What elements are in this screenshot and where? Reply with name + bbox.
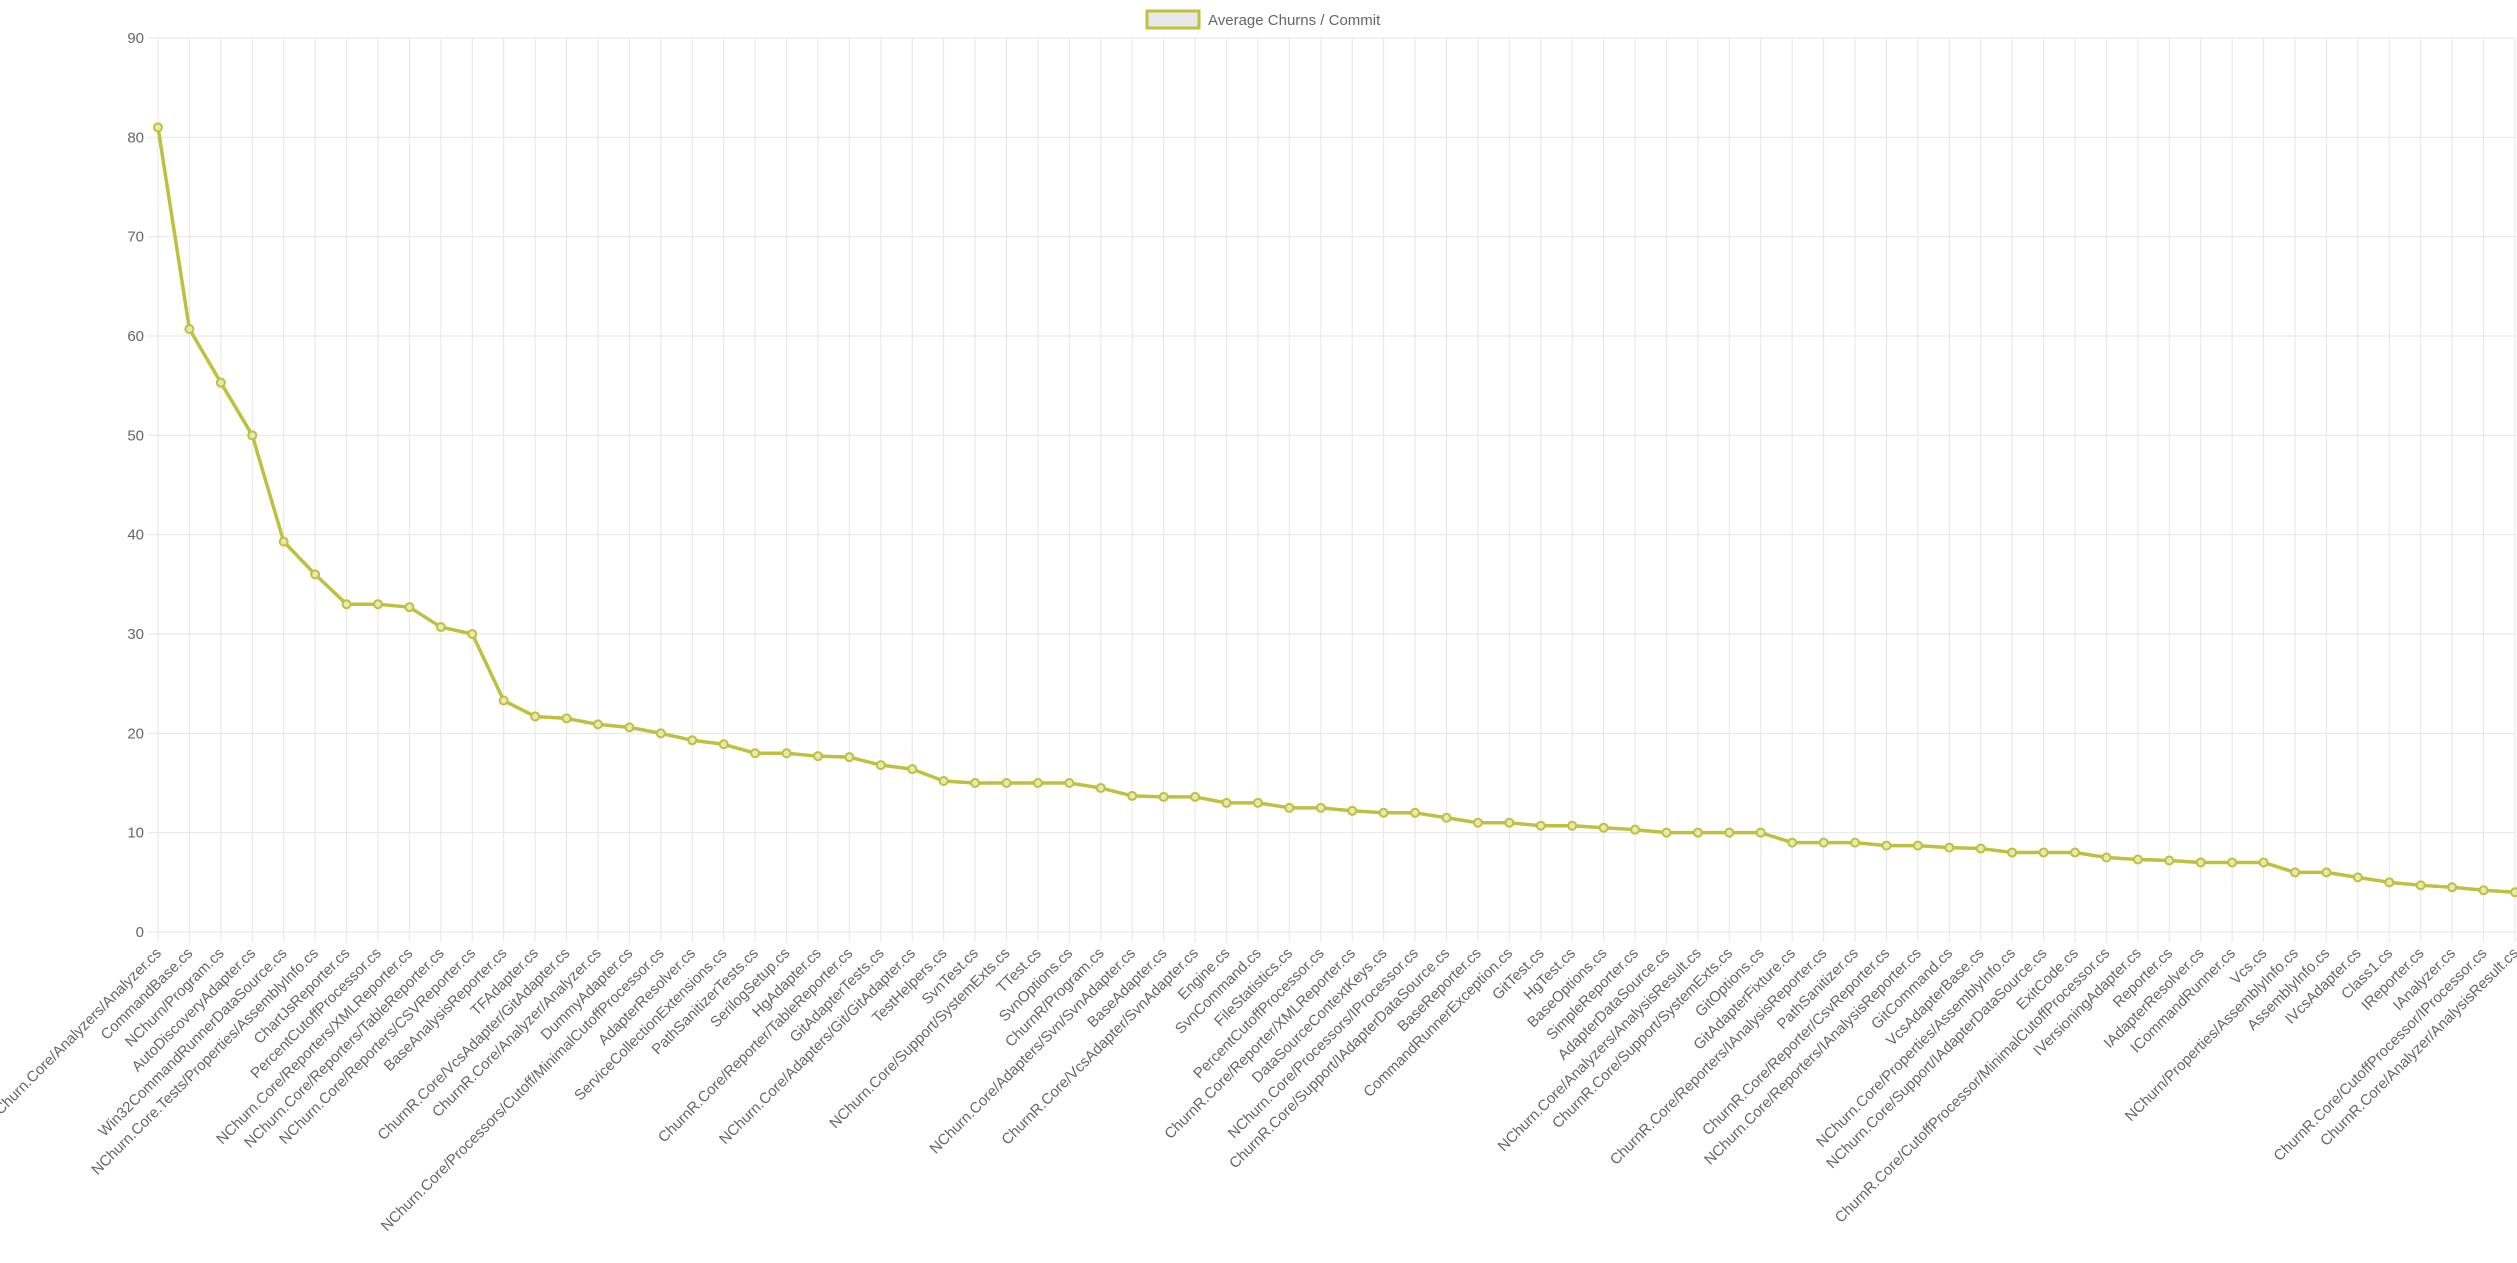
data-point[interactable]	[435, 622, 446, 633]
data-point[interactable]	[2415, 880, 2426, 891]
data-point[interactable]	[1818, 837, 1829, 848]
series-line	[156, 127, 2516, 895]
series-line-group	[153, 122, 2517, 898]
data-point[interactable]	[1221, 797, 1232, 808]
data-point[interactable]	[1598, 822, 1609, 833]
data-point[interactable]	[2258, 857, 2269, 868]
grid	[148, 37, 2516, 942]
data-point[interactable]	[2195, 857, 2206, 868]
data-point[interactable]	[718, 739, 729, 750]
y-tick-label: 50	[127, 427, 144, 444]
data-point[interactable]	[1127, 790, 1138, 801]
data-point[interactable]	[2290, 867, 2301, 878]
data-point[interactable]	[1850, 837, 1861, 848]
data-point[interactable]	[687, 735, 698, 746]
data-point[interactable]	[970, 778, 981, 788]
data-point[interactable]	[310, 569, 321, 580]
y-tick-label: 60	[127, 328, 144, 345]
data-point[interactable]	[404, 602, 415, 613]
data-point[interactable]	[2352, 872, 2363, 883]
data-point[interactable]	[498, 695, 509, 706]
data-point[interactable]	[153, 122, 163, 133]
data-point[interactable]	[1284, 802, 1295, 813]
data-point[interactable]	[907, 764, 918, 775]
data-point[interactable]	[1975, 843, 1986, 854]
data-point[interactable]	[2447, 882, 2458, 893]
y-tick-label: 40	[127, 527, 144, 544]
data-point[interactable]	[467, 629, 478, 639]
data-point[interactable]	[1064, 778, 1075, 788]
data-point[interactable]	[1252, 797, 1263, 808]
data-point[interactable]	[1001, 778, 1012, 788]
data-point[interactable]	[341, 599, 352, 610]
data-point[interactable]	[1315, 802, 1326, 813]
data-point[interactable]	[1630, 824, 1641, 835]
data-point[interactable]	[1378, 807, 1389, 818]
y-tick-label: 10	[127, 825, 144, 842]
data-point[interactable]	[2478, 885, 2489, 896]
legend[interactable]: Average Churns / Commit	[1145, 9, 1381, 30]
data-point[interactable]	[2038, 847, 2049, 858]
data-point[interactable]	[247, 430, 258, 441]
data-point[interactable]	[875, 760, 886, 771]
data-point[interactable]	[2007, 847, 2018, 858]
data-point[interactable]	[184, 324, 195, 335]
data-point[interactable]	[1881, 840, 1892, 851]
data-point[interactable]	[1441, 812, 1452, 823]
y-tick-label: 0	[136, 924, 144, 941]
data-point[interactable]	[812, 751, 823, 762]
data-point[interactable]	[2384, 877, 2395, 888]
y-axis-ticks: 0 10 20 30 40 50 60 70 80 90	[127, 30, 144, 941]
data-point[interactable]	[1787, 837, 1798, 848]
data-point[interactable]	[278, 536, 289, 547]
data-point[interactable]	[2070, 847, 2081, 858]
data-point[interactable]	[655, 728, 666, 739]
data-point[interactable]	[938, 776, 949, 787]
data-point[interactable]	[1472, 817, 1483, 828]
y-tick-label: 70	[127, 229, 144, 246]
x-axis-ticks: NChurn.Core/Analyzers/Analyzer.csCommand…	[0, 945, 2517, 1235]
y-tick-label: 90	[127, 30, 144, 47]
y-tick-label: 20	[127, 725, 144, 742]
data-point[interactable]	[1661, 827, 1672, 838]
data-point[interactable]	[2227, 857, 2238, 868]
data-point[interactable]	[561, 713, 572, 724]
data-point[interactable]	[1944, 842, 1955, 853]
data-point[interactable]	[2321, 867, 2332, 878]
data-point[interactable]	[1504, 817, 1515, 828]
data-point[interactable]	[2510, 887, 2517, 898]
legend-swatch[interactable]	[1145, 9, 1201, 30]
y-tick-label: 80	[127, 129, 144, 146]
data-point[interactable]	[1095, 782, 1106, 793]
data-point[interactable]	[750, 748, 761, 759]
data-point[interactable]	[624, 722, 635, 733]
data-point[interactable]	[1535, 820, 1546, 831]
data-point[interactable]	[1158, 791, 1169, 802]
data-point[interactable]	[1567, 820, 1578, 831]
data-point[interactable]	[372, 599, 383, 610]
data-point[interactable]	[1912, 840, 1923, 851]
data-point[interactable]	[1410, 807, 1421, 818]
data-point[interactable]	[2101, 852, 2112, 863]
y-tick-label: 30	[127, 626, 144, 643]
data-point[interactable]	[1032, 778, 1043, 788]
data-point[interactable]	[1190, 791, 1201, 802]
data-point[interactable]	[530, 711, 541, 722]
data-point[interactable]	[1692, 827, 1703, 838]
data-point[interactable]	[781, 748, 792, 759]
data-point[interactable]	[215, 377, 226, 388]
data-point[interactable]	[592, 719, 603, 730]
data-point[interactable]	[844, 752, 855, 763]
data-point[interactable]	[2164, 855, 2175, 866]
data-point[interactable]	[1724, 827, 1735, 838]
data-point[interactable]	[1755, 827, 1766, 838]
data-point[interactable]	[1347, 805, 1358, 816]
legend-label[interactable]: Average Churns / Commit	[1208, 12, 1381, 29]
data-point[interactable]	[2132, 854, 2143, 865]
